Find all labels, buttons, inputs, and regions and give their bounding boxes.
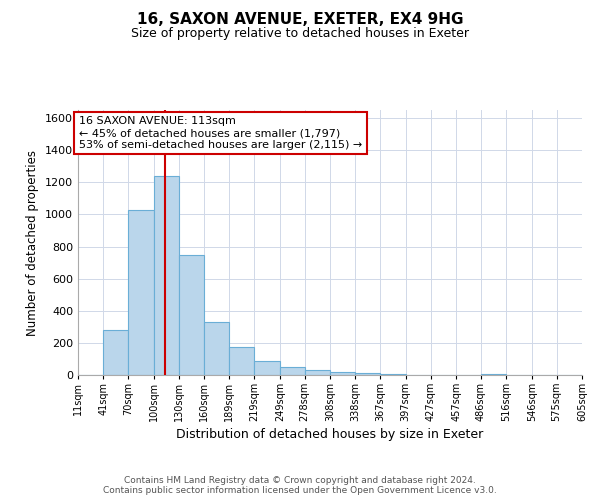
Text: Contains HM Land Registry data © Crown copyright and database right 2024.
Contai: Contains HM Land Registry data © Crown c… [103, 476, 497, 495]
Bar [380, 374, 406, 375]
Bar [103, 330, 128, 375]
Bar [128, 210, 154, 375]
Bar [254, 362, 280, 375]
Text: 16 SAXON AVENUE: 113sqm
← 45% of detached houses are smaller (1,797)
53% of semi: 16 SAXON AVENUE: 113sqm ← 45% of detache… [79, 116, 362, 150]
Bar [305, 370, 330, 375]
Bar [481, 374, 506, 375]
Bar [280, 367, 305, 375]
Bar [179, 254, 205, 375]
Bar [205, 322, 229, 375]
Text: Size of property relative to detached houses in Exeter: Size of property relative to detached ho… [131, 28, 469, 40]
Bar [355, 374, 380, 375]
Bar [229, 347, 254, 375]
Y-axis label: Number of detached properties: Number of detached properties [26, 150, 40, 336]
Bar [330, 372, 355, 375]
X-axis label: Distribution of detached houses by size in Exeter: Distribution of detached houses by size … [176, 428, 484, 442]
Bar [154, 176, 179, 375]
Text: 16, SAXON AVENUE, EXETER, EX4 9HG: 16, SAXON AVENUE, EXETER, EX4 9HG [137, 12, 463, 28]
